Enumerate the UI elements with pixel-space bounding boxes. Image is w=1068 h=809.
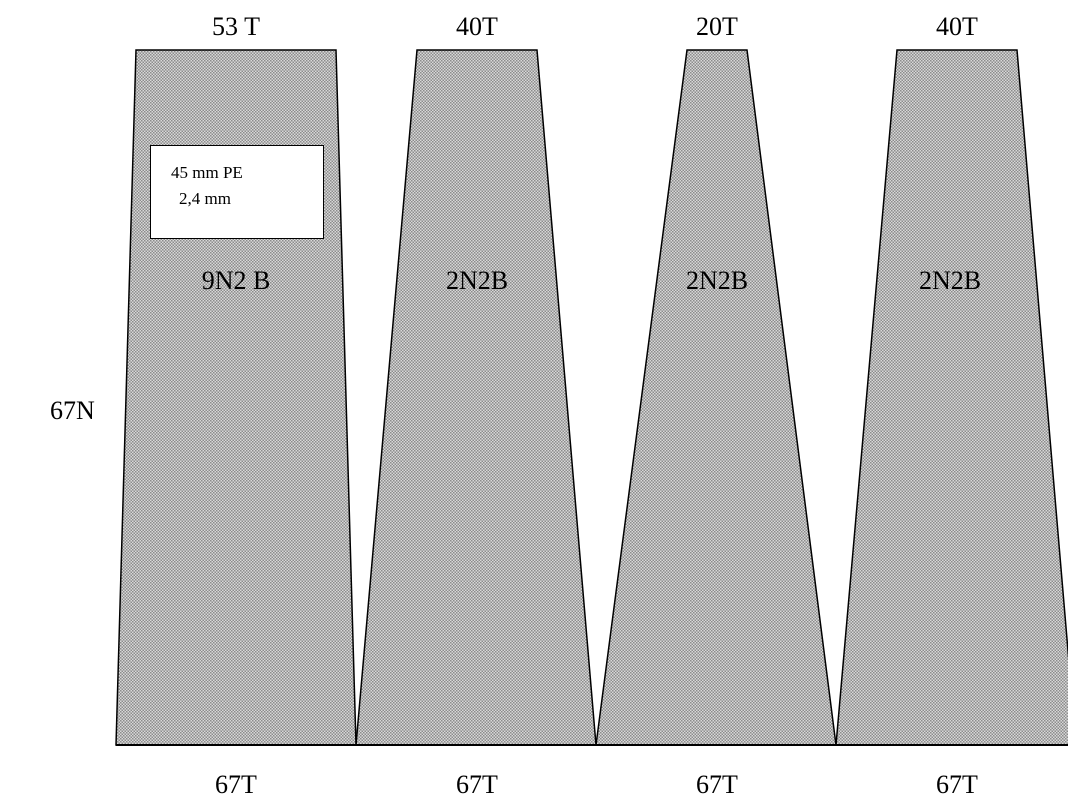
note-line-2: 2,4 mm [179,189,231,208]
panel-4-top-label: 40T [936,12,978,41]
panel-2-top-label: 40T [456,12,498,41]
panel-2-middle-label: 2N2B [445,266,509,295]
panel-3-middle-label: 2N2B [685,266,749,295]
panel-1-top-label: 53 T [212,12,260,41]
panel-4-middle-label: 2N2B [918,266,982,295]
panel-2-shape [355,49,597,746]
panel-1-bottom-label: 67T [215,770,257,799]
panel-3-shape [595,49,837,746]
panel-4-shape [835,49,1068,746]
panel-3-top-label: 20T [696,12,738,41]
panel-4-bottom-label: 67T [936,770,978,799]
note-line-1: 45 mm PE [171,163,243,182]
note-box: 45 mm PE 2,4 mm [150,145,324,239]
panel-1-middle-label: 9N2 B [201,266,271,295]
side-label: 67N [50,396,95,425]
panel-3-bottom-label: 67T [696,770,738,799]
panel-2-bottom-label: 67T [456,770,498,799]
